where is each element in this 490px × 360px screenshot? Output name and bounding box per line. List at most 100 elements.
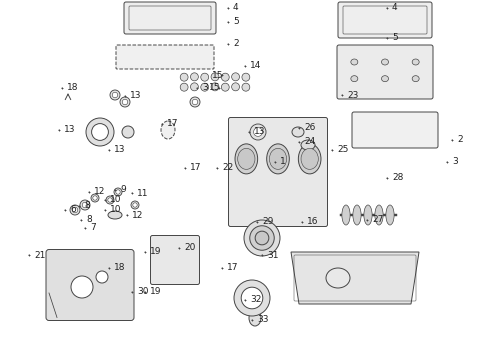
Text: 1: 1 bbox=[280, 158, 286, 166]
Ellipse shape bbox=[241, 287, 263, 309]
Ellipse shape bbox=[70, 205, 80, 215]
FancyBboxPatch shape bbox=[337, 45, 433, 99]
Ellipse shape bbox=[211, 73, 219, 81]
FancyBboxPatch shape bbox=[124, 2, 216, 34]
Text: 3: 3 bbox=[452, 158, 458, 166]
Ellipse shape bbox=[235, 144, 258, 174]
Ellipse shape bbox=[382, 59, 389, 65]
Ellipse shape bbox=[234, 280, 270, 316]
Ellipse shape bbox=[133, 203, 137, 207]
Text: 13: 13 bbox=[254, 127, 266, 136]
Text: 4: 4 bbox=[392, 4, 397, 13]
Ellipse shape bbox=[221, 73, 229, 81]
Ellipse shape bbox=[211, 83, 219, 91]
Ellipse shape bbox=[382, 76, 389, 82]
Ellipse shape bbox=[122, 99, 128, 105]
Ellipse shape bbox=[191, 73, 198, 81]
Ellipse shape bbox=[292, 127, 304, 137]
Ellipse shape bbox=[108, 211, 122, 219]
Ellipse shape bbox=[342, 205, 350, 225]
Text: 16: 16 bbox=[307, 217, 318, 226]
Text: 15: 15 bbox=[209, 84, 220, 93]
Ellipse shape bbox=[82, 202, 88, 208]
Ellipse shape bbox=[71, 276, 93, 298]
Text: 7: 7 bbox=[90, 224, 96, 233]
Text: 20: 20 bbox=[184, 243, 196, 252]
Ellipse shape bbox=[242, 73, 250, 81]
Ellipse shape bbox=[93, 196, 97, 200]
Text: 17: 17 bbox=[167, 120, 178, 129]
Text: 4: 4 bbox=[233, 4, 239, 13]
Ellipse shape bbox=[270, 148, 287, 169]
Ellipse shape bbox=[112, 92, 118, 98]
Text: 13: 13 bbox=[64, 126, 75, 135]
Ellipse shape bbox=[250, 124, 266, 140]
Text: 18: 18 bbox=[114, 264, 125, 273]
Text: 10: 10 bbox=[110, 206, 122, 215]
Ellipse shape bbox=[180, 83, 188, 91]
Ellipse shape bbox=[110, 90, 120, 100]
Ellipse shape bbox=[91, 194, 99, 202]
Ellipse shape bbox=[120, 97, 130, 107]
Text: 9: 9 bbox=[120, 185, 126, 194]
FancyBboxPatch shape bbox=[338, 2, 432, 38]
Ellipse shape bbox=[249, 310, 261, 326]
Ellipse shape bbox=[301, 140, 315, 150]
Text: 5: 5 bbox=[233, 18, 239, 27]
Ellipse shape bbox=[116, 190, 120, 194]
Ellipse shape bbox=[326, 268, 350, 288]
Ellipse shape bbox=[96, 271, 108, 283]
FancyBboxPatch shape bbox=[228, 117, 327, 226]
Ellipse shape bbox=[191, 83, 198, 91]
Ellipse shape bbox=[180, 73, 188, 81]
Text: 19: 19 bbox=[150, 288, 162, 297]
Text: 12: 12 bbox=[132, 211, 144, 220]
Ellipse shape bbox=[106, 196, 114, 204]
Text: 10: 10 bbox=[110, 195, 122, 204]
FancyBboxPatch shape bbox=[352, 112, 438, 148]
Text: 12: 12 bbox=[94, 188, 105, 197]
Text: 11: 11 bbox=[137, 189, 148, 198]
Ellipse shape bbox=[242, 83, 250, 91]
Text: 23: 23 bbox=[347, 90, 358, 99]
Ellipse shape bbox=[190, 97, 200, 107]
Text: 31: 31 bbox=[267, 251, 278, 260]
Ellipse shape bbox=[386, 205, 394, 225]
Ellipse shape bbox=[201, 73, 209, 81]
Text: 18: 18 bbox=[67, 84, 78, 93]
Text: 17: 17 bbox=[227, 264, 239, 273]
FancyBboxPatch shape bbox=[150, 235, 199, 284]
Ellipse shape bbox=[131, 201, 139, 209]
Text: 14: 14 bbox=[250, 62, 261, 71]
Ellipse shape bbox=[412, 59, 419, 65]
Ellipse shape bbox=[201, 83, 209, 91]
Text: 26: 26 bbox=[304, 123, 316, 132]
Ellipse shape bbox=[298, 144, 321, 174]
Ellipse shape bbox=[232, 83, 240, 91]
Ellipse shape bbox=[301, 148, 318, 169]
Ellipse shape bbox=[161, 121, 175, 139]
Text: 22: 22 bbox=[222, 163, 233, 172]
Ellipse shape bbox=[80, 200, 90, 210]
Ellipse shape bbox=[412, 76, 419, 82]
Text: 6: 6 bbox=[70, 206, 76, 215]
Ellipse shape bbox=[244, 220, 280, 256]
Text: 19: 19 bbox=[150, 248, 162, 256]
Ellipse shape bbox=[192, 99, 198, 105]
Ellipse shape bbox=[375, 205, 383, 225]
Ellipse shape bbox=[86, 118, 114, 146]
Text: 33: 33 bbox=[257, 315, 269, 324]
Ellipse shape bbox=[221, 83, 229, 91]
Ellipse shape bbox=[238, 148, 255, 169]
Text: 5: 5 bbox=[392, 33, 398, 42]
Ellipse shape bbox=[114, 188, 122, 196]
Text: 3: 3 bbox=[202, 84, 208, 93]
Ellipse shape bbox=[108, 198, 112, 202]
Text: 13: 13 bbox=[114, 145, 125, 154]
Text: 8: 8 bbox=[86, 216, 92, 225]
Ellipse shape bbox=[232, 73, 240, 81]
Ellipse shape bbox=[267, 144, 289, 174]
Text: 15: 15 bbox=[212, 71, 223, 80]
FancyBboxPatch shape bbox=[116, 45, 214, 69]
Text: 28: 28 bbox=[392, 174, 403, 183]
